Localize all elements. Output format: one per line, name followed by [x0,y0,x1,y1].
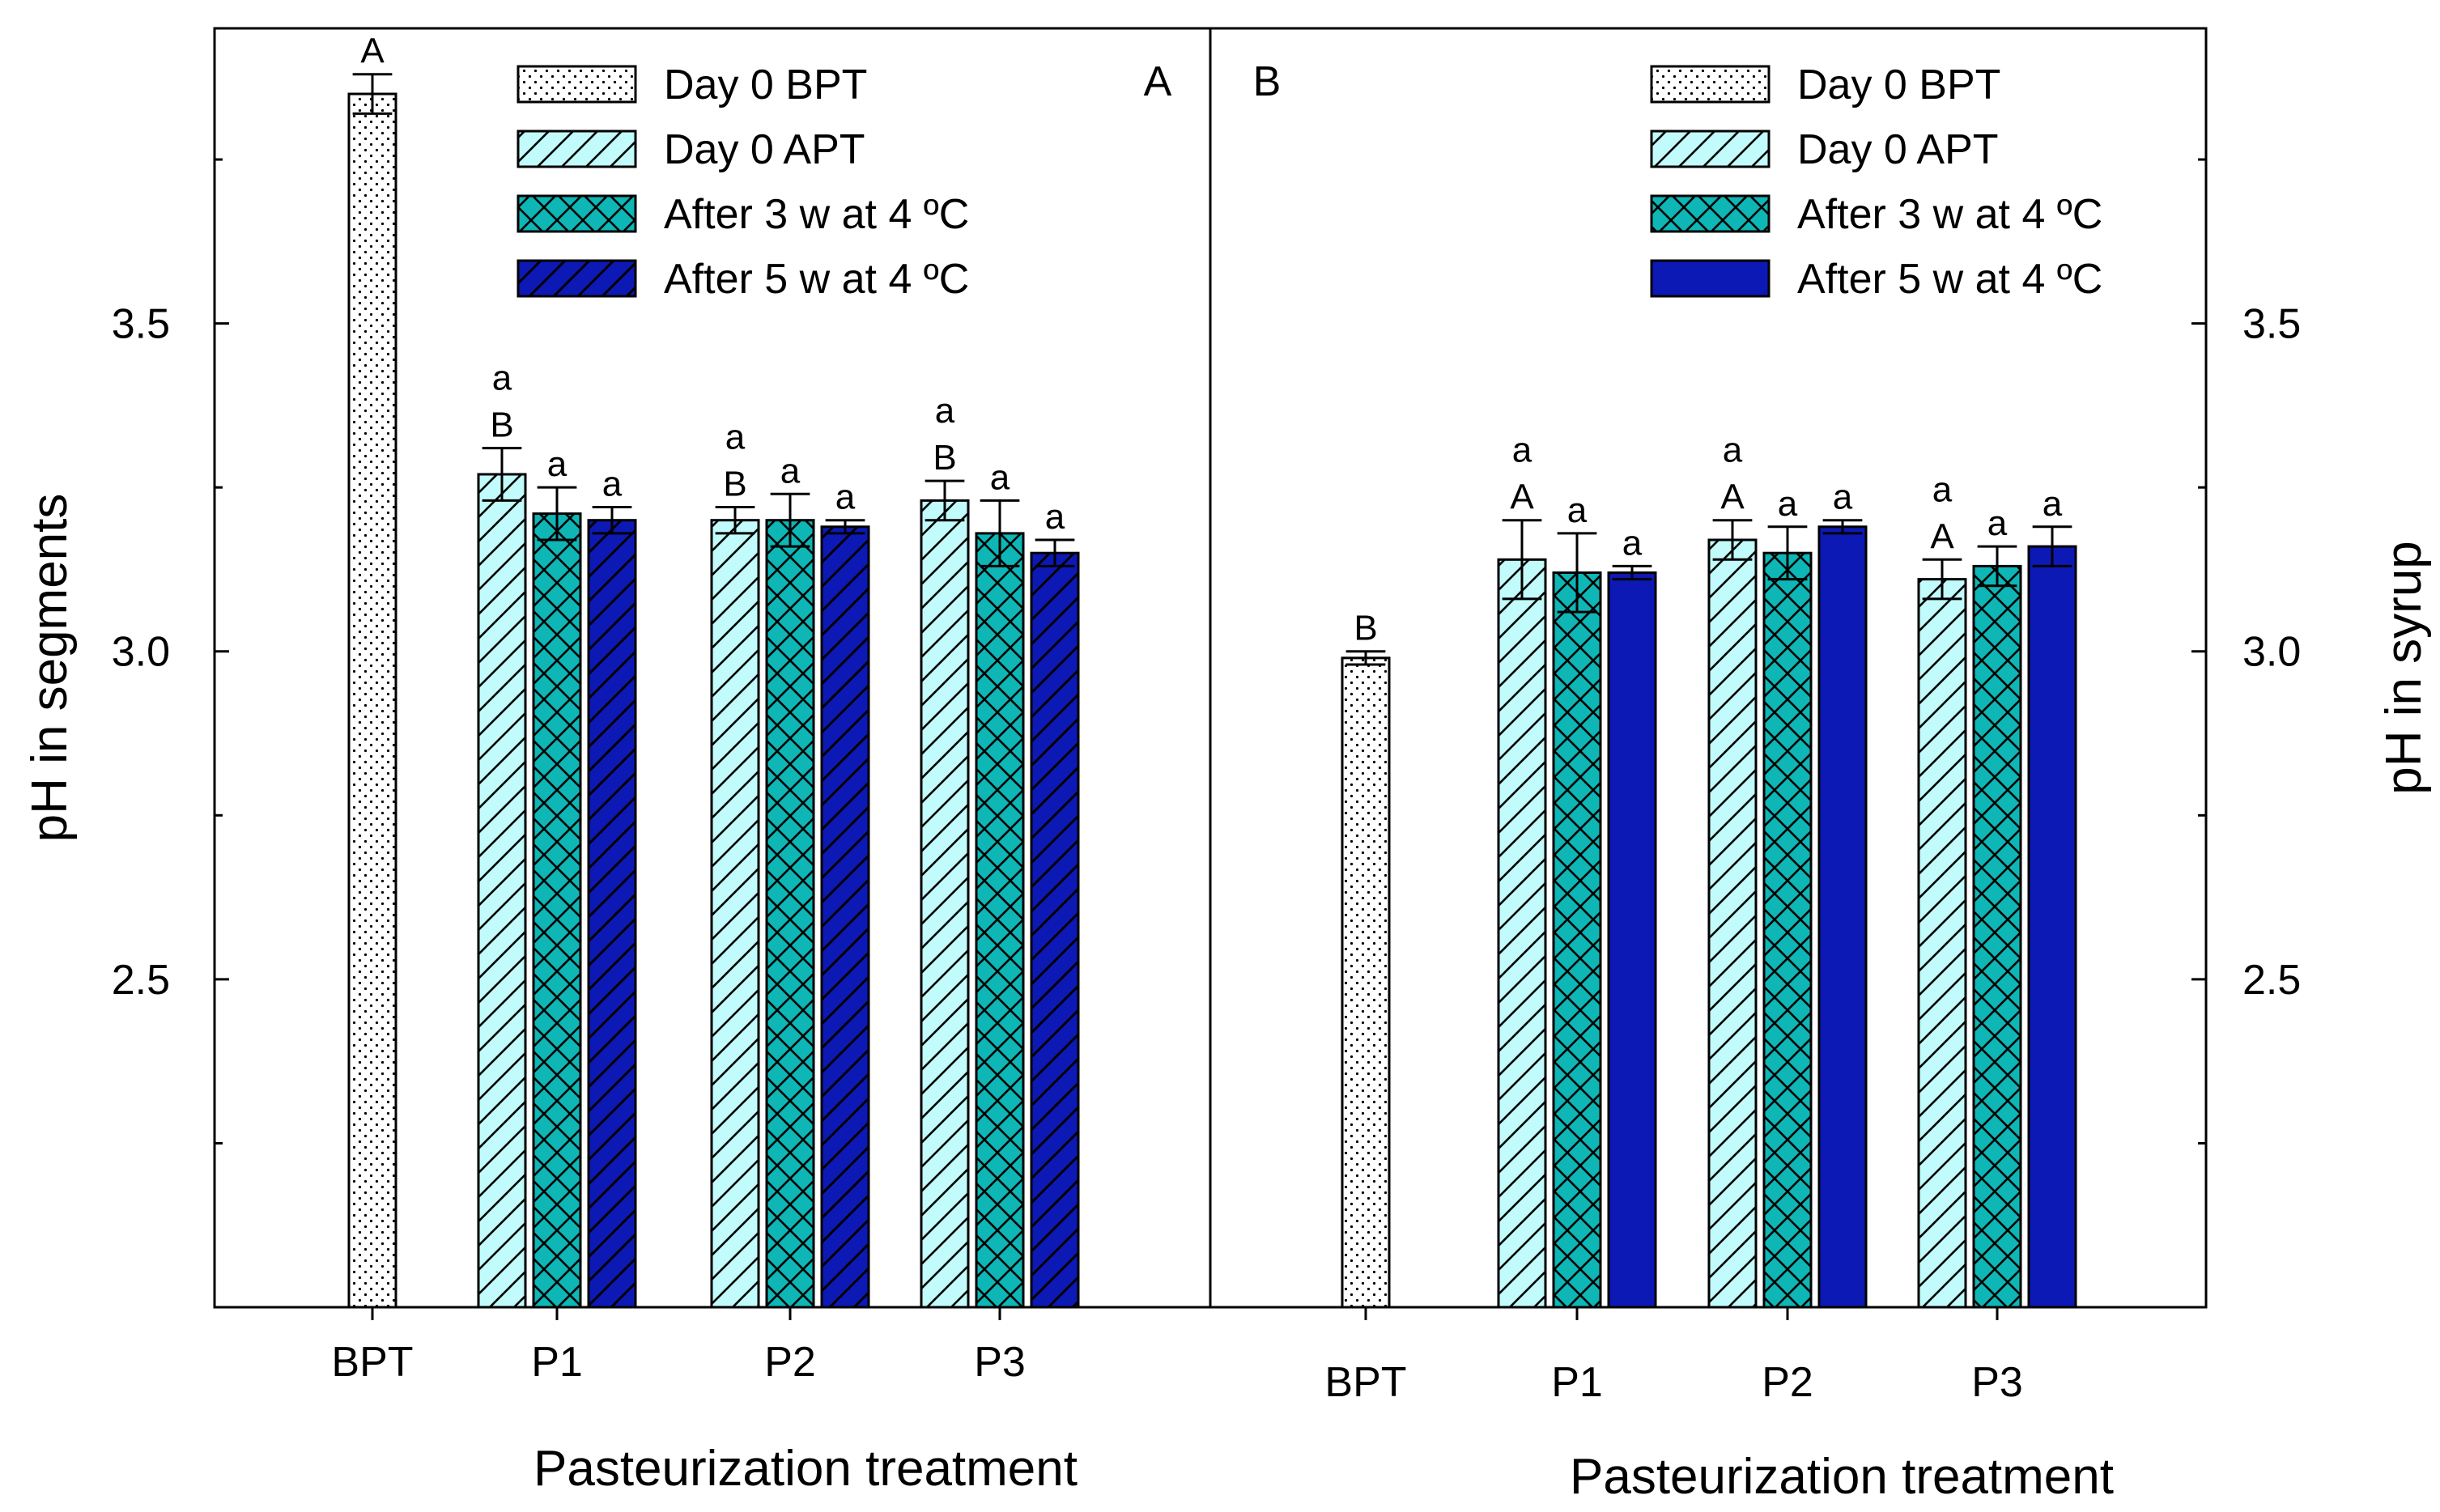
x-category-label: P1 [1551,1359,1603,1406]
significance-label: a [547,444,567,484]
legend-swatch [1650,194,1770,233]
y-tick-label: 3.0 [2242,629,2301,676]
significance-label: A [1720,478,1745,517]
bar-p1-series-4 [1607,571,1657,1309]
significance-label: a [835,478,856,517]
significance-label: a [1723,431,1743,470]
legend-swatch [516,65,637,104]
significance-label: a [1987,503,2008,543]
significance-label: a [935,391,955,431]
significance-label: B [723,464,746,503]
bar-bpt-series-1 [347,92,397,1309]
panel-b-y-axis-title: pH in syrup [2376,541,2432,795]
significance-label: A [1510,478,1534,517]
bar-p3-series-4 [1030,551,1080,1309]
panel-a-label: A [1144,58,1172,105]
bar-p1-series-2 [1497,558,1547,1309]
bar-p2-series-2 [1707,538,1758,1309]
bar-p3-series-3 [975,532,1025,1309]
significance-label: a [2043,484,2063,524]
legend-label: After 3 w at 4 ºC [1797,191,2102,238]
y-tick-label: 2.5 [2242,957,2301,1004]
legend-label: After 5 w at 4 ºC [664,256,969,303]
legend-label: Day 0 APT [664,126,865,173]
x-category-label: P2 [1762,1359,1813,1406]
x-category-label: P1 [531,1339,583,1386]
legend-label: After 3 w at 4 ºC [664,191,969,238]
panel-a-y-axis-title: pH in segments [22,494,78,843]
significance-label: a [725,417,746,457]
x-category-label: P3 [1971,1359,2023,1406]
significance-label: B [490,406,513,445]
significance-label: a [1778,484,1798,524]
significance-label: a [1045,497,1065,537]
bar-p2-series-2 [710,519,760,1309]
panel-a-y-axis: 2.5 3.0 3.5 [112,158,229,1145]
panel-a-chart: A pH in segments Pasteurization treatmen… [22,27,1212,1497]
bar-p1-series-3 [532,512,582,1309]
legend-swatch [1650,259,1770,298]
panel-b-x-axis: BPT P1 P2 P3 [1324,1307,2023,1406]
y-tick-label: 3.0 [112,629,170,676]
bar-p2-series-3 [765,519,815,1309]
significance-label: a [1512,431,1532,470]
bar-p3-series-4 [2027,545,2077,1309]
significance-label: a [1567,491,1588,530]
bar-bpt-series-1 [1341,656,1391,1309]
bar-p3-series-2 [1917,578,1967,1309]
legend-swatch [516,130,637,168]
bar-p2-series-4 [820,525,870,1309]
significance-label: a [990,457,1010,497]
legend-label: After 5 w at 4 ºC [1797,256,2102,303]
panel-b-y-axis: 2.5 3.0 3.5 [2191,158,2301,1145]
significance-label: a [1622,523,1643,563]
legend-label: Day 0 BPT [664,62,867,108]
significance-label: a [492,359,512,398]
significance-label: B [933,438,956,478]
x-category-label: P2 [764,1339,816,1386]
x-category-label: BPT [1324,1359,1406,1406]
y-tick-label: 2.5 [112,957,170,1004]
panel-a-legend: Day 0 BPT Day 0 APT After 3 w at 4 ºC After… [516,62,969,303]
significance-label: a [1833,478,1853,517]
panel-b-legend: Day 0 BPT Day 0 APT After 3 w at 4 ºC After… [1650,62,2102,303]
legend-swatch [516,194,637,233]
bar-p2-series-3 [1762,551,1813,1309]
bar-p3-series-3 [1972,564,2022,1309]
legend-swatch [1650,130,1770,168]
panel-b-chart: B pH in syrup Pasteurization treatment 2… [1209,27,2432,1505]
significance-label: a [602,464,623,503]
significance-label: a [1932,469,1953,509]
significance-label: A [360,32,385,71]
significance-label: a [780,451,801,491]
legend-label: Day 0 APT [1797,126,1999,173]
bar-p2-series-4 [1817,525,1868,1309]
y-tick-label: 3.5 [112,301,170,348]
legend-swatch [1650,65,1770,104]
panel-a-x-axis: BPT P1 P2 P3 [331,1307,1026,1386]
x-category-label: P3 [974,1339,1026,1386]
bar-p3-series-2 [920,499,970,1309]
x-category-label: BPT [331,1339,413,1386]
panel-a-x-axis-title: Pasteurization treatment [533,1441,1078,1497]
significance-label: A [1930,516,1954,556]
significance-label: B [1354,609,1377,648]
bar-p1-series-2 [477,473,527,1309]
panel-b-label: B [1253,58,1282,105]
legend-label: Day 0 BPT [1797,62,2000,108]
bar-p1-series-4 [587,519,637,1309]
bar-p1-series-3 [1552,571,1602,1309]
panel-b-x-axis-title: Pasteurization treatment [1570,1449,2114,1505]
y-tick-label: 3.5 [2242,301,2301,348]
legend-swatch [516,259,637,298]
